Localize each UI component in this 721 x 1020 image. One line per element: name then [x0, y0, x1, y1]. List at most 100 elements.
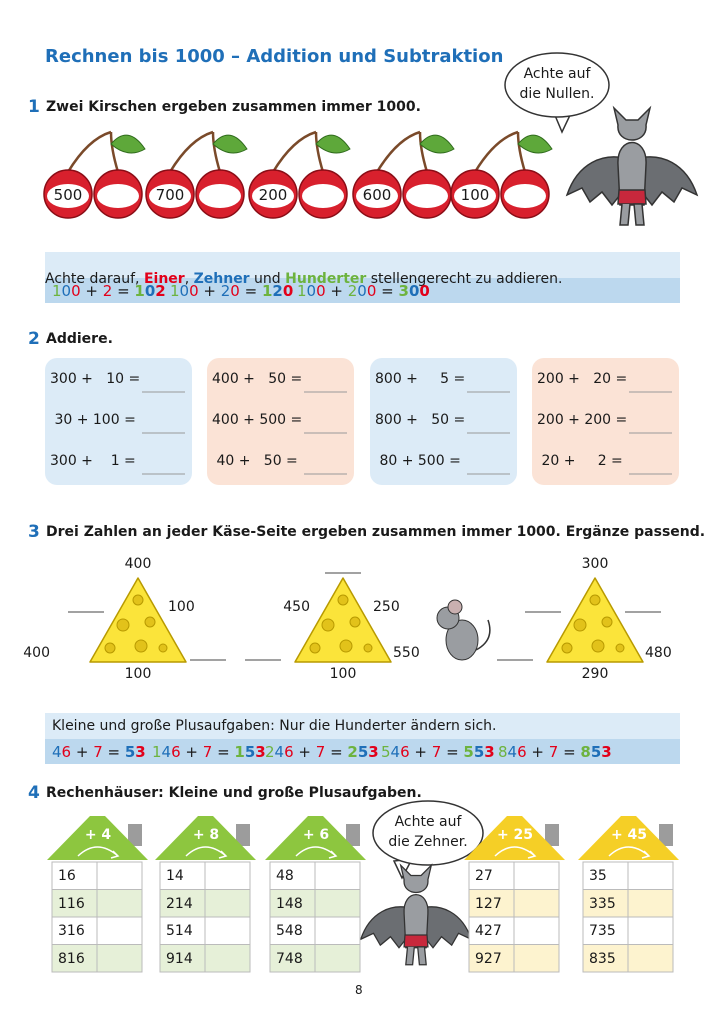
info-text: Kleine und große Plusaufgaben: Nur die H… [52, 718, 497, 734]
cheese-hole [589, 594, 601, 606]
cell [96, 916, 143, 945]
exercise: 800 + 5 = [375, 371, 466, 387]
task-number: 4 [28, 783, 40, 803]
house-value: 835 [589, 950, 616, 967]
exercise: 400 + 500 = [212, 412, 303, 428]
cherry-field [97, 184, 139, 208]
cheese-value: 250 [373, 599, 400, 615]
cheese-value: 550 [393, 645, 420, 661]
cell [513, 916, 560, 945]
bat-part [415, 906, 473, 949]
house-value: 816 [58, 950, 85, 967]
cheese-value: 100 [124, 666, 152, 682]
cheese-hole [144, 616, 156, 628]
house-value: 427 [475, 923, 502, 939]
house-value: 914 [166, 950, 193, 967]
example: 100 + 20 = 120 [170, 282, 294, 300]
house-value: 127 [475, 895, 502, 912]
cell [513, 889, 560, 918]
bubble-text: die Zehner. [388, 834, 468, 850]
house-value: 48 [276, 868, 294, 884]
cheese-hole [104, 642, 116, 654]
cell [96, 861, 143, 890]
house-value: 548 [276, 923, 303, 939]
house-label: + 25 [496, 827, 534, 843]
mouse-tail [475, 619, 491, 651]
cheese [89, 577, 187, 663]
cherry-value: 100 [460, 186, 490, 204]
cheese-hole [158, 643, 168, 653]
house-value: 14 [166, 868, 184, 884]
house-value: 214 [166, 895, 193, 912]
arrow [608, 846, 651, 859]
task-text: Addiere. [46, 331, 113, 347]
house-value: 514 [166, 923, 193, 939]
stem [271, 130, 325, 173]
house-value: 16 [58, 868, 76, 884]
house-value: 116 [58, 895, 85, 912]
info-part: stellengerecht zu addieren. [366, 271, 563, 287]
exercise-box [370, 358, 517, 485]
cherry-value: 500 [53, 186, 83, 204]
bubble-text: die Nullen. [519, 86, 595, 102]
cell [582, 916, 629, 945]
exercise: 30 + 100 = [50, 412, 136, 428]
example: 246 + 7 = 253 [265, 743, 379, 761]
cheese-hole [309, 642, 321, 654]
cell [468, 861, 515, 890]
cell [582, 861, 629, 890]
cherry-value: 600 [362, 186, 392, 204]
exercise: 300 + 10 = [50, 371, 141, 387]
info-part: , [184, 271, 194, 287]
bat-part [399, 863, 433, 894]
bat-part [612, 105, 652, 141]
cell [627, 916, 674, 945]
roof [265, 816, 366, 860]
cheese-hole [601, 616, 613, 628]
task-number: 1 [28, 97, 40, 117]
task-number: 3 [28, 522, 40, 542]
leaf [110, 134, 146, 154]
exercise: 800 + 50 = [375, 412, 466, 428]
info-hunderter: Hunderter [285, 271, 367, 287]
arrow [295, 846, 338, 859]
cell [468, 944, 515, 973]
cherry-field [252, 184, 294, 208]
cell [269, 944, 316, 973]
cheese-value: 400 [23, 645, 50, 661]
arrow [494, 846, 537, 859]
cell [582, 889, 629, 918]
example: 546 + 7 = 553 [381, 743, 495, 761]
bat-part [631, 156, 699, 207]
house-label: + 4 [84, 827, 112, 843]
info-part: Achte darauf, [45, 271, 144, 287]
bat-part [617, 189, 647, 205]
bat-part [405, 946, 427, 966]
cheese-hole [116, 618, 130, 632]
cheese-hole [561, 642, 573, 654]
roof [578, 816, 679, 860]
bat-part [359, 906, 417, 949]
info-row [45, 252, 680, 278]
cherry-field [454, 184, 496, 208]
house-value: 735 [589, 923, 616, 939]
info-row [45, 739, 680, 764]
exercise: 80 + 500 = [375, 453, 461, 469]
cell [51, 861, 98, 890]
bubble-text: Achte auf [394, 814, 462, 830]
page-number: 8 [355, 983, 363, 997]
info-row [45, 713, 680, 739]
cell [269, 861, 316, 890]
cell [314, 861, 361, 890]
exercise: 200 + 200 = [537, 412, 628, 428]
house-value: 335 [589, 895, 616, 912]
cheese-hole [573, 618, 587, 632]
cell [627, 944, 674, 973]
arrow [77, 846, 120, 859]
cheese-hole [134, 639, 148, 653]
cheese-value: 480 [645, 645, 672, 661]
exercise: 40 + 50 = [212, 453, 298, 469]
chimney [346, 824, 360, 846]
house-value: 316 [58, 923, 85, 939]
cheese-hole [349, 616, 361, 628]
